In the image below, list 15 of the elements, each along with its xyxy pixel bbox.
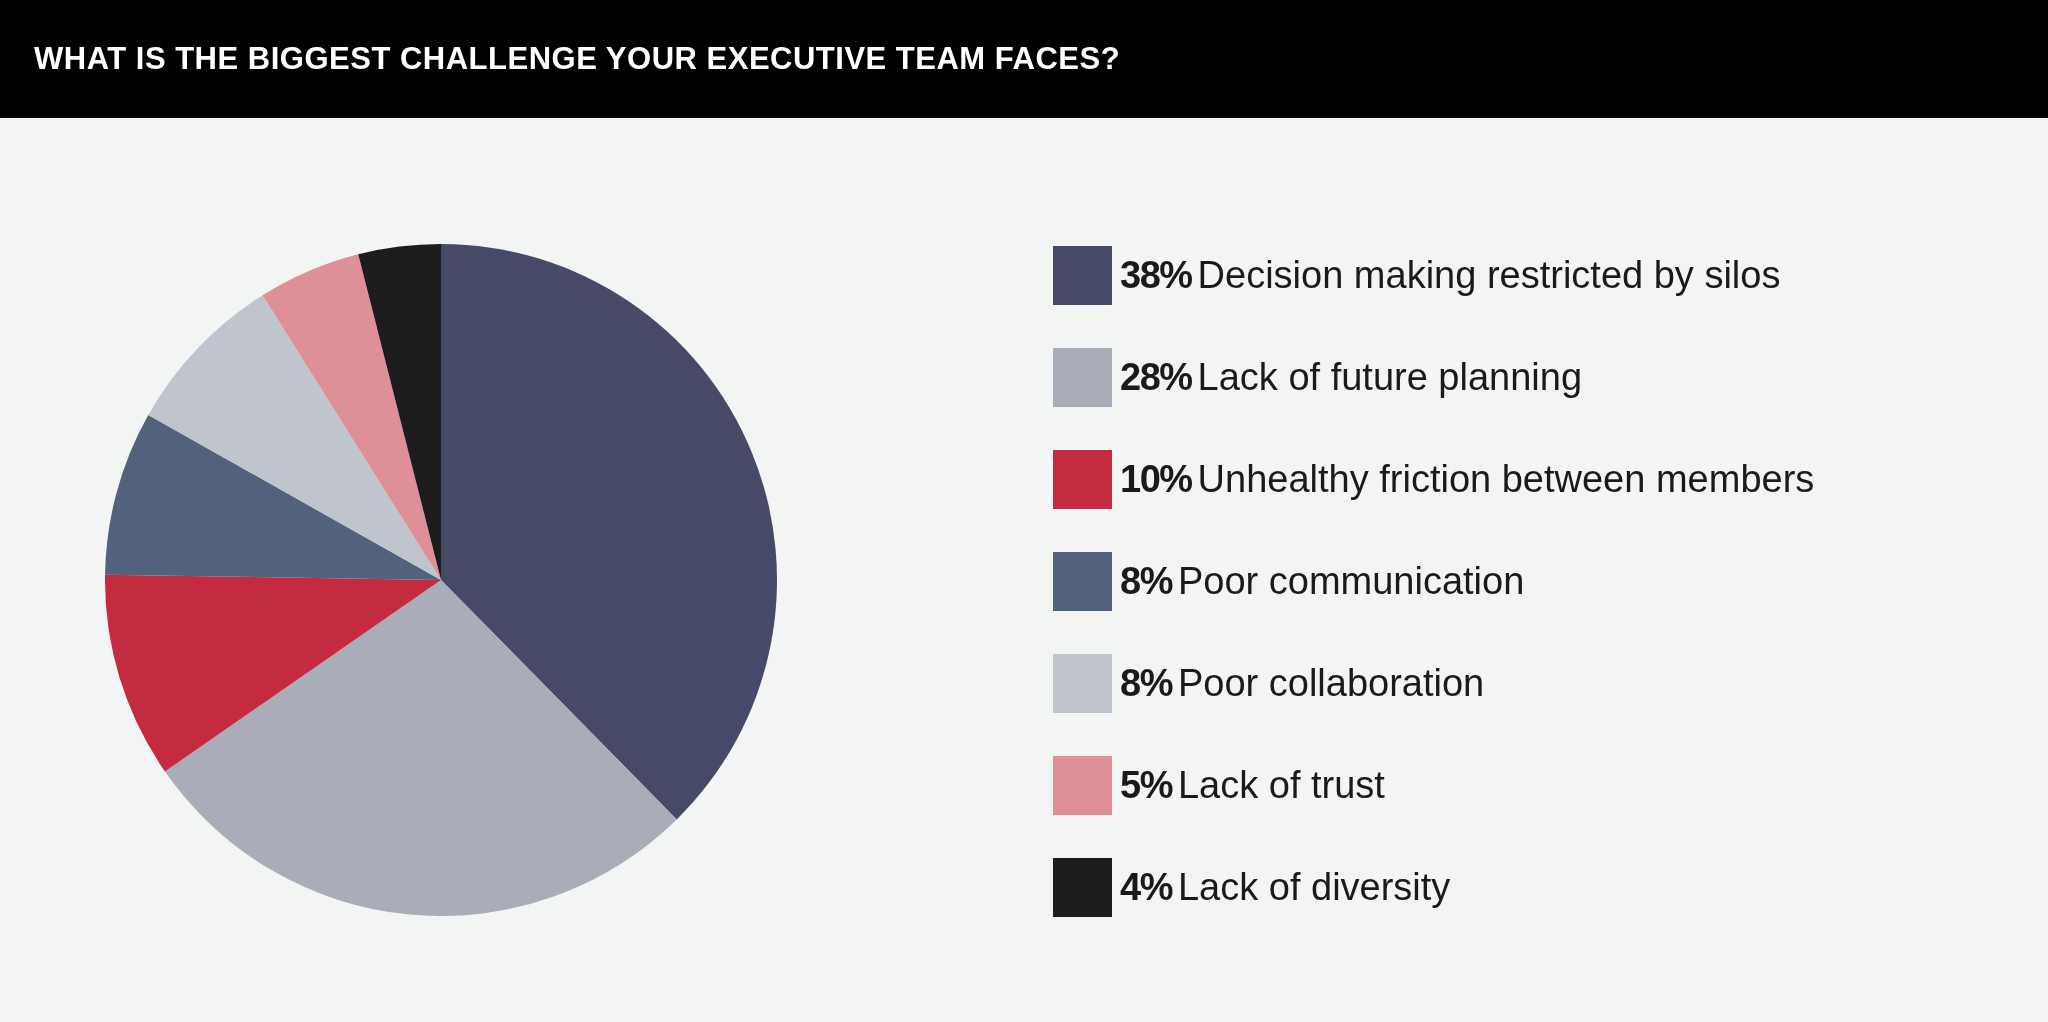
data-label: 10% bbox=[1120, 458, 1192, 500]
data-label: 38% bbox=[1120, 254, 1192, 296]
legend-label: Decision making restricted by silos bbox=[1197, 254, 1781, 296]
legend-label: Lack of trust bbox=[1177, 764, 1385, 806]
data-label: 8% bbox=[1120, 662, 1172, 704]
data-label: 4% bbox=[1120, 866, 1172, 908]
data-label: 28% bbox=[1120, 356, 1192, 398]
legend-label: Lack of diversity bbox=[1177, 866, 1451, 908]
legend-label: Lack of future planning bbox=[1197, 356, 1583, 398]
legend-label: Poor collaboration bbox=[1177, 662, 1485, 704]
data-label: 5% bbox=[1120, 764, 1172, 806]
legend-label: Poor communication bbox=[1177, 560, 1525, 602]
legend-label: Unhealthy friction between members bbox=[1197, 458, 1815, 500]
data-label: 8% bbox=[1120, 560, 1172, 602]
chart-title: WHAT IS THE BIGGEST CHALLENGE YOUR EXECUTIVE TEAM FACES? bbox=[0, 0, 2048, 118]
